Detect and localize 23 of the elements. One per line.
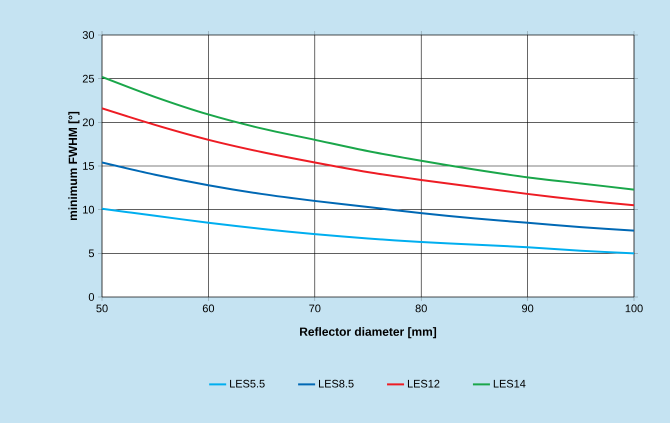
line-series — [102, 107, 634, 206]
y-tick-label: 15 — [83, 162, 94, 170]
legend-label: LES14 — [494, 380, 526, 388]
x-tick-label: 70 — [309, 304, 320, 312]
y-tick-label: 25 — [82, 74, 94, 83]
y-tick-label: 30 — [82, 31, 94, 39]
y-tick-label: 10 — [83, 206, 94, 214]
y-tick-label: 20 — [82, 118, 94, 126]
x-tick-label: 90 — [522, 304, 534, 312]
x-tick-label: 100 — [626, 304, 643, 312]
x-tick-label: 80 — [416, 304, 427, 312]
legend-label: LES12 — [408, 380, 440, 388]
y-tick-label: 5 — [88, 250, 94, 258]
x-axis-title: Reflector diameter [mm] — [300, 327, 436, 338]
line-series — [102, 76, 634, 191]
y-tick-label: 0 — [88, 293, 94, 301]
x-tick-label: 60 — [202, 304, 214, 312]
line-series — [102, 208, 634, 254]
legend-label: LES8.5 — [319, 380, 354, 388]
line-series — [102, 162, 634, 232]
legend-label: LES5.5 — [230, 380, 265, 388]
y-axis-title: minimum FWHM [°] — [68, 112, 80, 220]
x-tick-label: 50 — [96, 304, 108, 312]
